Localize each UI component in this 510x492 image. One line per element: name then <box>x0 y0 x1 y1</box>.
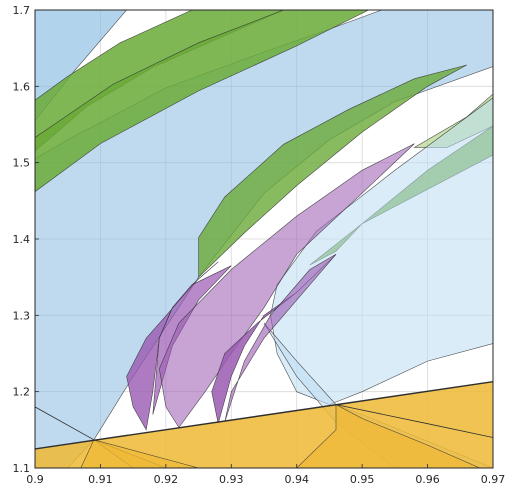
plot-area <box>34 9 494 469</box>
x-tick-label: 0.92 <box>154 473 179 486</box>
x-tick-label: 0.91 <box>88 473 113 486</box>
boundary-line-1 <box>35 406 95 441</box>
region-purple-13 <box>224 254 337 423</box>
region-green-4 <box>198 64 467 278</box>
y-tick-label: 1.5 <box>13 157 31 170</box>
x-tick-label: 0.95 <box>350 473 375 486</box>
region-purple-9 <box>126 261 219 431</box>
y-tick-label: 1.7 <box>13 4 31 17</box>
boundary-lines <box>35 381 493 450</box>
x-axis: 0.9 0.91 0.92 0.93 0.94 0.95 0.96 0.97 <box>26 464 505 486</box>
x-tick-label: 0.9 <box>26 473 44 486</box>
y-axis: 1.1 1.2 1.3 1.4 1.5 1.6 1.7 <box>13 4 39 475</box>
series-group <box>35 10 493 468</box>
boundary-line-2 <box>335 404 493 438</box>
x-tick-label: 0.97 <box>481 473 506 486</box>
boundary-line-0 <box>35 381 493 450</box>
y-tick-label: 1.6 <box>13 80 31 93</box>
x-tick-label: 0.93 <box>219 473 244 486</box>
y-tick-label: 1.3 <box>13 309 31 322</box>
y-tick-label: 1.2 <box>13 386 31 399</box>
region-orange-17 <box>296 404 481 468</box>
y-tick-label: 1.1 <box>13 462 31 475</box>
region-orange-16 <box>80 439 199 468</box>
region-green-3 <box>35 10 369 193</box>
x-tick-label: 0.96 <box>415 473 440 486</box>
x-tick-label: 0.94 <box>284 473 309 486</box>
y-tick-label: 1.4 <box>13 233 31 246</box>
